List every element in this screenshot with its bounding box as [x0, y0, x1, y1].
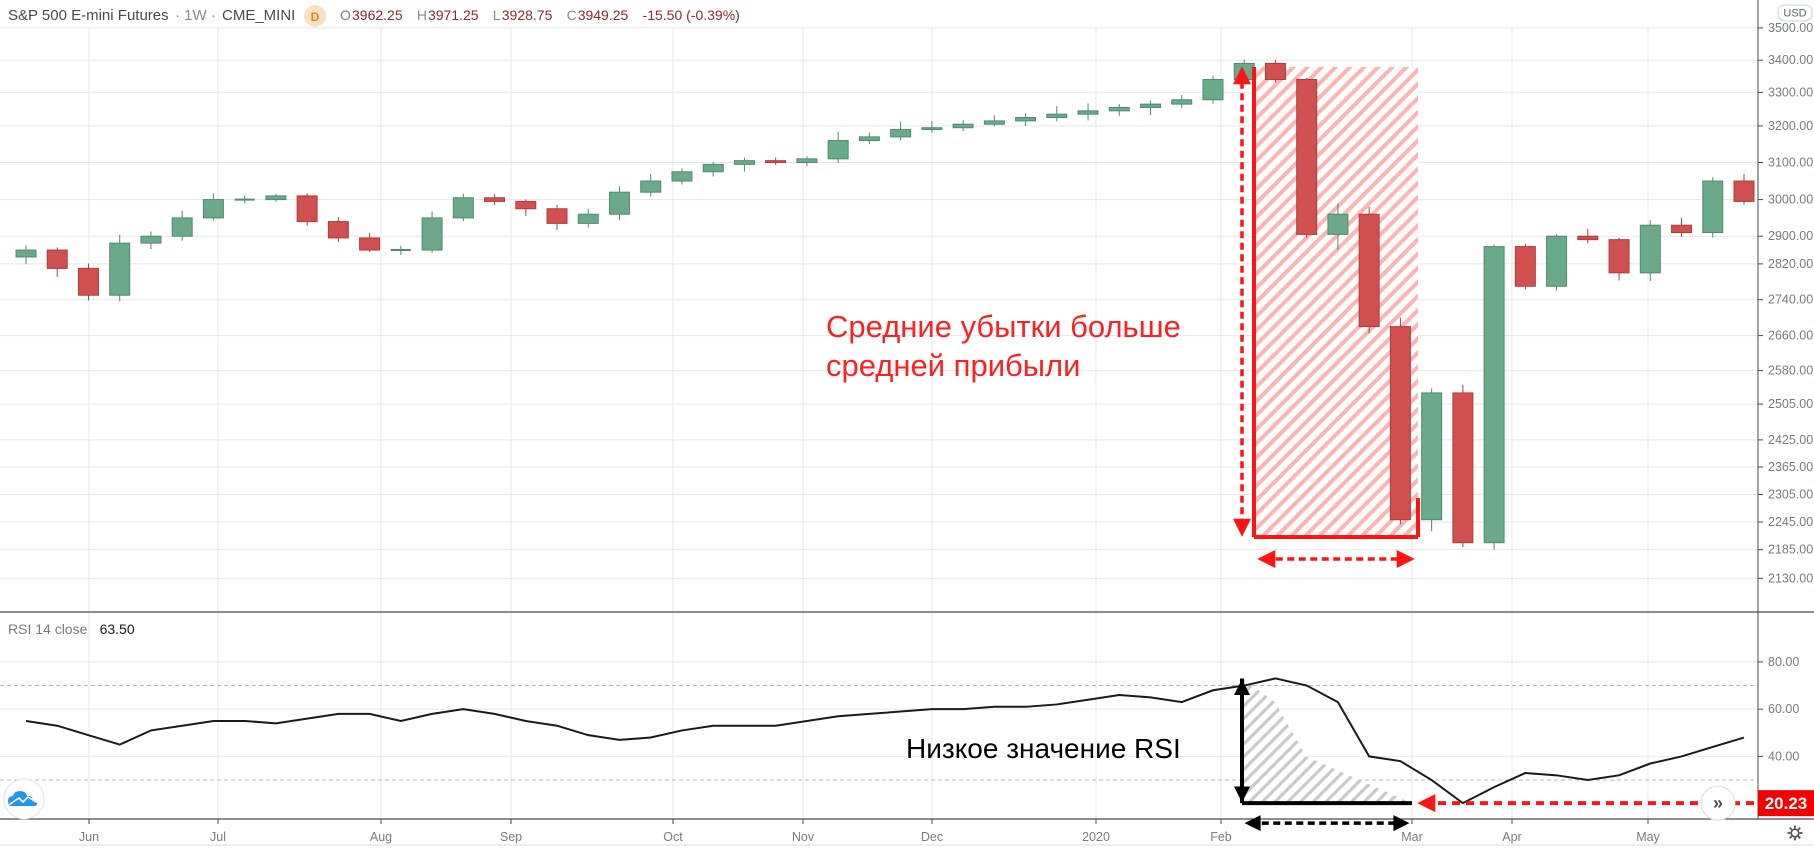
svg-text:3949.25: 3949.25 — [578, 7, 629, 23]
svg-text:3300.00: 3300.00 — [1768, 85, 1813, 99]
svg-text:Низкое значение RSI: Низкое значение RSI — [906, 733, 1181, 764]
svg-text:Dec: Dec — [921, 830, 943, 844]
svg-text:Feb: Feb — [1210, 830, 1232, 844]
svg-text:Jul: Jul — [210, 830, 226, 844]
svg-text:2900.00: 2900.00 — [1768, 229, 1813, 243]
svg-text:40.00: 40.00 — [1768, 749, 1799, 763]
svg-text:Mar: Mar — [1401, 830, 1423, 844]
svg-text:· 1W ·: · 1W · — [175, 7, 216, 24]
svg-text:USD: USD — [1783, 8, 1806, 20]
svg-text:S&P 500 E-mini Futures: S&P 500 E-mini Futures — [8, 7, 169, 24]
svg-text:3100.00: 3100.00 — [1768, 156, 1813, 170]
svg-text:2425.00: 2425.00 — [1768, 433, 1813, 447]
svg-text:Sep: Sep — [500, 830, 522, 844]
svg-text:Aug: Aug — [370, 830, 392, 844]
svg-text:2245.00: 2245.00 — [1768, 515, 1813, 529]
svg-text:Apr: Apr — [1502, 830, 1521, 844]
svg-text:2365.00: 2365.00 — [1768, 460, 1813, 474]
svg-text:80.00: 80.00 — [1768, 655, 1799, 669]
svg-text:2505.00: 2505.00 — [1768, 397, 1813, 411]
svg-text:Средние убытки больше: Средние убытки больше — [826, 309, 1181, 344]
svg-text:Nov: Nov — [792, 830, 815, 844]
svg-text:Jun: Jun — [79, 830, 99, 844]
svg-text:3200.00: 3200.00 — [1768, 119, 1813, 133]
svg-text:O: O — [340, 7, 351, 23]
svg-text:2580.00: 2580.00 — [1768, 364, 1813, 378]
svg-text:63.50: 63.50 — [100, 621, 135, 637]
svg-text:20.23: 20.23 — [1765, 794, 1808, 813]
svg-text:2185.00: 2185.00 — [1768, 543, 1813, 557]
svg-text:3400.00: 3400.00 — [1768, 53, 1813, 67]
svg-text:60.00: 60.00 — [1768, 702, 1799, 716]
svg-text:D: D — [311, 10, 320, 24]
svg-text:-15.50 (-0.39%): -15.50 (-0.39%) — [643, 7, 740, 23]
svg-text:3962.25: 3962.25 — [352, 7, 403, 23]
svg-text:2740.00: 2740.00 — [1768, 293, 1813, 307]
svg-text:CME_MINI: CME_MINI — [222, 7, 295, 24]
svg-text:2660.00: 2660.00 — [1768, 329, 1813, 343]
svg-text:3971.25: 3971.25 — [428, 7, 479, 23]
svg-text:средней прибыли: средней прибыли — [826, 348, 1080, 383]
svg-text:L: L — [493, 7, 501, 23]
svg-text:RSI 14 close: RSI 14 close — [8, 621, 88, 637]
svg-text:3000.00: 3000.00 — [1768, 193, 1813, 207]
svg-text:2820.00: 2820.00 — [1768, 257, 1813, 271]
svg-text:Oct: Oct — [663, 830, 683, 844]
svg-text:2020: 2020 — [1082, 830, 1110, 844]
svg-text:3928.75: 3928.75 — [502, 7, 553, 23]
svg-text:May: May — [1636, 830, 1660, 844]
svg-text:»: » — [1713, 793, 1723, 813]
svg-text:C: C — [567, 7, 577, 23]
svg-text:3500.00: 3500.00 — [1768, 21, 1813, 35]
svg-text:2305.00: 2305.00 — [1768, 488, 1813, 502]
svg-text:2130.00: 2130.00 — [1768, 571, 1813, 585]
svg-text:H: H — [417, 7, 427, 23]
